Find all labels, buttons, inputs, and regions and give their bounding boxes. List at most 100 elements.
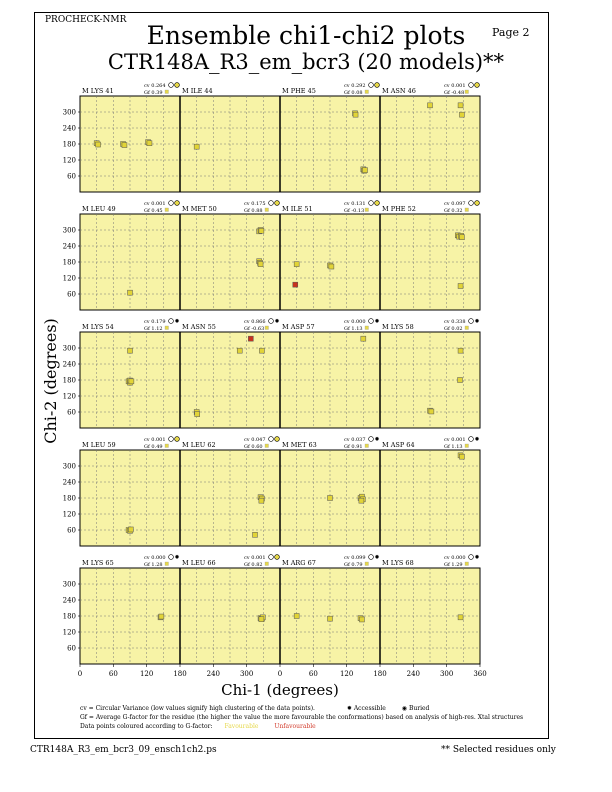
residue-label: M ASN 55 <box>182 323 216 331</box>
residue-label: M LYS 68 <box>382 559 414 567</box>
data-point <box>459 111 465 118</box>
chart-title: Ensemble chi1-chi2 plots <box>146 21 466 50</box>
data-point <box>194 411 200 417</box>
y-tick-label: 300 <box>63 581 76 589</box>
x-tick-label: 180 <box>373 670 386 678</box>
circular-variance-label: cv 0.000 <box>144 555 166 561</box>
clock-icon <box>168 200 174 206</box>
data-point <box>293 261 300 267</box>
circular-variance-label: cv 0.000 <box>344 319 366 325</box>
circular-variance-label: cv 0.037 <box>344 437 366 443</box>
x-axis-label: Chi-1 (degrees) <box>221 681 339 699</box>
gfactor-swatch <box>164 561 169 566</box>
gfactor-swatch <box>164 89 169 94</box>
footer-filename: CTR148A_R3_em_bcr3_09_ensch1ch2.ps <box>30 745 217 755</box>
buried-icon <box>174 200 180 206</box>
g-factor-label: Gf 0.08 <box>344 90 363 96</box>
data-point-unfavourable <box>292 281 299 288</box>
circular-variance-label: cv 0.097 <box>444 201 466 207</box>
y-tick-label: 300 <box>63 345 76 353</box>
clock-icon <box>268 554 274 560</box>
data-point <box>459 453 465 460</box>
gfactor-swatch <box>464 561 469 566</box>
buried-icon <box>274 436 280 442</box>
x-tick-label: 120 <box>340 670 353 678</box>
g-factor-label: Gf 0.39 <box>144 90 163 96</box>
data-point <box>259 347 265 354</box>
clock-icon <box>268 200 274 206</box>
g-factor-label: Gf 0.88 <box>244 208 263 214</box>
g-factor-label: Gf 0.02 <box>444 326 463 332</box>
y-tick-label: 120 <box>63 629 76 637</box>
clock-icon <box>168 82 174 88</box>
x-tick-label: 240 <box>407 670 420 678</box>
legend-buried: Buried <box>408 705 430 712</box>
chart-subtitle: CTR148A_R3_em_bcr3 (20 models)** <box>107 50 505 74</box>
legend-gf-text: Gf = Average G-factor for the residue (t… <box>80 714 524 721</box>
accessible-icon: ✹ <box>274 318 279 325</box>
data-point <box>193 143 200 150</box>
clock-icon <box>468 82 474 88</box>
data-point <box>128 378 135 385</box>
data-point <box>127 289 133 296</box>
y-tick-label: 240 <box>63 125 76 133</box>
data-point <box>360 335 367 342</box>
circular-variance-label: cv 0.292 <box>344 83 366 89</box>
data-point <box>459 234 465 240</box>
clock-icon <box>368 82 374 88</box>
circular-variance-label: cv 0.001 <box>444 437 466 443</box>
clock-icon <box>468 200 474 206</box>
g-factor-label: Gf 1.13 <box>444 444 463 450</box>
program-name: PROCHECK-NMR <box>45 15 127 25</box>
buried-icon <box>274 200 280 206</box>
legend-colour-text: Data points coloured according to G-fact… <box>80 723 213 730</box>
residue-label: M ARG 67 <box>282 559 316 567</box>
circular-variance-label: cv 0.099 <box>344 555 366 561</box>
data-point <box>158 613 165 620</box>
residue-label: M ASP 64 <box>382 441 415 449</box>
g-factor-label: Gf 0.91 <box>344 444 363 450</box>
legend-cv-text: cv = Circular Variance (low values signi… <box>80 705 315 712</box>
g-factor-label: Gf 0.45 <box>144 208 163 214</box>
g-factor-label: Gf 0.32 <box>444 208 463 214</box>
circular-variance-label: cv 0.001 <box>144 201 166 207</box>
clock-icon <box>168 436 174 442</box>
data-point <box>328 263 335 270</box>
x-tick-label: 240 <box>207 670 220 678</box>
g-factor-label: Gf 1.12 <box>144 326 163 332</box>
residue-label: M LYS 54 <box>82 323 114 331</box>
y-tick-label: 180 <box>63 495 76 503</box>
data-point <box>258 497 265 504</box>
accessible-icon: ✹ <box>174 554 179 561</box>
y-tick-label: 300 <box>63 463 76 471</box>
accessible-icon: ✹ <box>374 554 379 561</box>
y-tick-label: 120 <box>63 393 76 401</box>
gfactor-swatch <box>464 325 469 330</box>
buried-icon <box>174 82 180 88</box>
y-tick-label: 120 <box>63 511 76 519</box>
gfactor-swatch <box>464 89 469 94</box>
clock-icon <box>468 554 474 560</box>
clock-icon <box>268 318 274 324</box>
data-point <box>457 283 464 289</box>
gfactor-swatch <box>264 561 269 566</box>
residue-label: M LYS 65 <box>82 559 114 567</box>
data-point <box>257 261 264 267</box>
residue-label: M ILE 51 <box>282 205 313 213</box>
gfactor-swatch <box>464 207 469 212</box>
y-tick-label: 60 <box>67 409 76 417</box>
gfactor-swatch <box>364 207 369 212</box>
data-point <box>252 532 258 538</box>
legend-accessible: Accessible <box>353 705 386 712</box>
y-tick-label: 240 <box>63 243 76 251</box>
legend-favourable: Favourable <box>224 723 259 730</box>
clock-icon <box>368 318 374 324</box>
data-point <box>146 140 153 146</box>
circular-variance-label: cv 0.175 <box>244 201 266 207</box>
legend-colour: Data points coloured according to G-fact… <box>80 723 316 730</box>
g-factor-label: Gf -0.63 <box>244 326 264 332</box>
data-point <box>457 614 464 621</box>
g-factor-label: Gf -0.13 <box>344 208 364 214</box>
accessible-icon: ✹ <box>374 436 379 443</box>
accessible-icon: ✹ <box>474 554 479 561</box>
